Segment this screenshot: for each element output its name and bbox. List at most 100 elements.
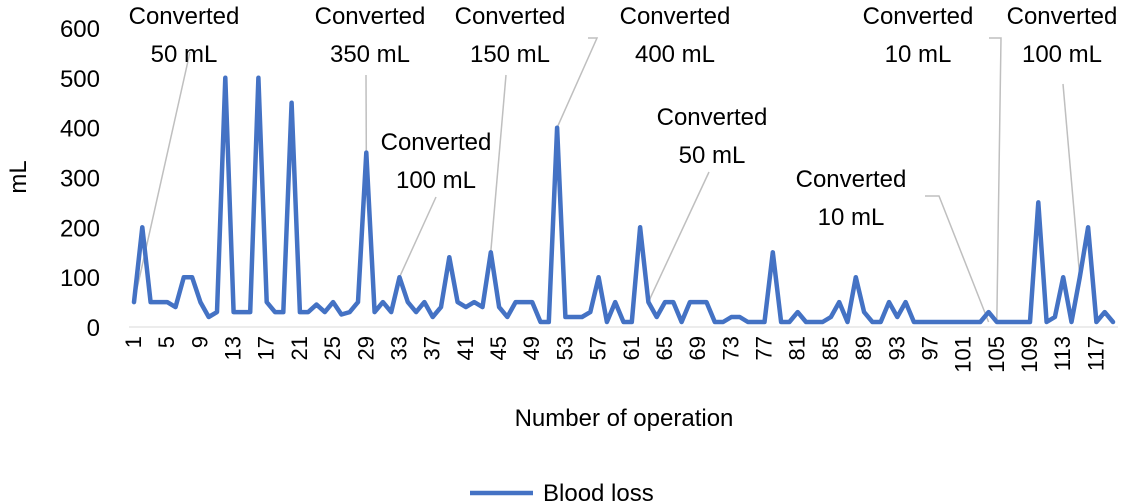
x-tick-label: 69 <box>685 336 710 360</box>
data-point <box>879 320 883 324</box>
data-point <box>771 250 775 254</box>
data-point <box>704 300 708 304</box>
data-point <box>132 300 136 304</box>
data-point <box>854 275 858 279</box>
x-tick-label: 41 <box>453 336 478 360</box>
data-point <box>738 315 742 319</box>
y-tick-label: 0 <box>87 315 100 342</box>
data-point <box>746 320 750 324</box>
data-point <box>613 300 617 304</box>
annotations: Converted 50 mL Converted 350 mL Converted 10… <box>129 3 1118 231</box>
x-tick-label: 77 <box>752 336 777 360</box>
data-point <box>663 300 667 304</box>
x-axis: 1 5 9 13 17 21 25 29 33 37 41 45 49 53 57 61 65 69 73 77 81 8… <box>121 336 1108 373</box>
x-tick-label: 17 <box>254 336 279 360</box>
annotation-label-line2: 350 mL <box>330 41 410 68</box>
data-point <box>522 300 526 304</box>
data-point <box>348 310 352 314</box>
annotation-label-line1: Converted <box>796 166 907 193</box>
data-point <box>655 315 659 319</box>
x-tick-label: 109 <box>1017 336 1042 373</box>
x-tick-label: 9 <box>187 336 212 348</box>
annotation-leader-lines <box>133 37 1081 323</box>
data-point <box>846 320 850 324</box>
annotation-leader-line <box>1062 83 1081 278</box>
data-point <box>1078 275 1082 279</box>
annotation-label-line2: 400 mL <box>635 41 715 68</box>
x-tick-label: 93 <box>884 336 909 360</box>
data-point <box>1070 320 1074 324</box>
data-point <box>306 310 310 314</box>
data-point <box>978 320 982 324</box>
data-point <box>605 320 609 324</box>
data-point <box>754 320 758 324</box>
x-tick-label: 13 <box>221 336 246 360</box>
annotation-label-line2: 100 mL <box>396 167 476 194</box>
x-tick-label: 89 <box>851 336 876 360</box>
data-point <box>539 320 543 324</box>
data-point <box>389 310 393 314</box>
data-point <box>812 320 816 324</box>
data-point <box>456 300 460 304</box>
data-point <box>912 320 916 324</box>
data-point <box>464 305 468 309</box>
data-point <box>290 101 294 105</box>
x-tick-label: 117 <box>1083 336 1108 371</box>
data-point <box>397 275 401 279</box>
data-point <box>953 320 957 324</box>
data-point <box>937 320 941 324</box>
data-point <box>422 300 426 304</box>
data-point <box>945 320 949 324</box>
data-point <box>447 255 451 259</box>
legend-label: Blood loss <box>543 480 654 504</box>
data-point <box>165 300 169 304</box>
y-tick-label: 200 <box>60 215 100 242</box>
data-point <box>1036 200 1040 204</box>
data-point <box>1111 320 1115 324</box>
data-point <box>1103 310 1107 314</box>
x-tick-label: 21 <box>287 336 312 360</box>
data-point <box>406 300 410 304</box>
annotation-leader-line <box>133 51 191 303</box>
annotation-label-line2: 50 mL <box>151 41 218 68</box>
x-tick-label: 105 <box>984 336 1009 373</box>
annotation-label-line1: Converted <box>657 104 768 131</box>
data-point <box>787 320 791 324</box>
data-point <box>622 320 625 324</box>
x-tick-label: 49 <box>519 336 544 360</box>
y-axis: 0 100 200 300 400 500 600 <box>60 16 100 342</box>
annotation-label-line2: 10 mL <box>818 204 885 231</box>
data-point <box>514 300 518 304</box>
data-point <box>331 300 335 304</box>
data-point <box>580 315 584 319</box>
data-point <box>497 305 501 309</box>
y-tick-label: 500 <box>60 66 100 93</box>
x-tick-label: 61 <box>619 336 644 360</box>
data-point <box>729 315 733 319</box>
data-point <box>190 275 194 279</box>
data-point <box>207 315 211 319</box>
annotation-label-line1: Converted <box>315 3 426 30</box>
annotation-label-line1: Converted <box>1007 3 1118 30</box>
data-point <box>298 310 302 314</box>
data-point <box>414 310 418 314</box>
x-tick-label: 113 <box>1050 336 1075 371</box>
data-point <box>779 320 783 324</box>
data-point <box>157 300 161 304</box>
data-point <box>688 300 692 304</box>
x-tick-label: 25 <box>320 336 345 360</box>
blood-loss-series-line <box>131 75 1116 325</box>
annotation-leader-line <box>925 195 990 323</box>
data-point <box>563 315 567 319</box>
data-point <box>215 310 219 314</box>
data-point <box>472 300 476 304</box>
data-point <box>987 310 991 314</box>
data-point <box>140 225 144 229</box>
annotation-leader-line <box>989 37 1002 323</box>
data-point <box>223 76 227 80</box>
data-point <box>1028 320 1032 324</box>
x-tick-label: 81 <box>785 336 810 360</box>
data-point <box>1045 320 1049 324</box>
data-point <box>431 315 435 319</box>
